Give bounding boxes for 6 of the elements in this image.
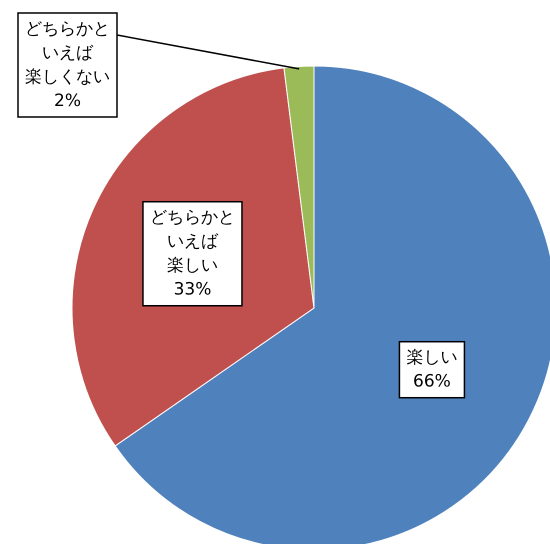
slice-label: どちらかといえば楽しくない <box>25 19 110 87</box>
data-label: 66% <box>413 372 451 392</box>
slice-label: 楽しい <box>406 348 458 368</box>
data-label: 33% <box>174 280 212 300</box>
slice-label: どちらかといえば楽しい <box>150 208 235 276</box>
data-label: 2% <box>54 91 81 111</box>
